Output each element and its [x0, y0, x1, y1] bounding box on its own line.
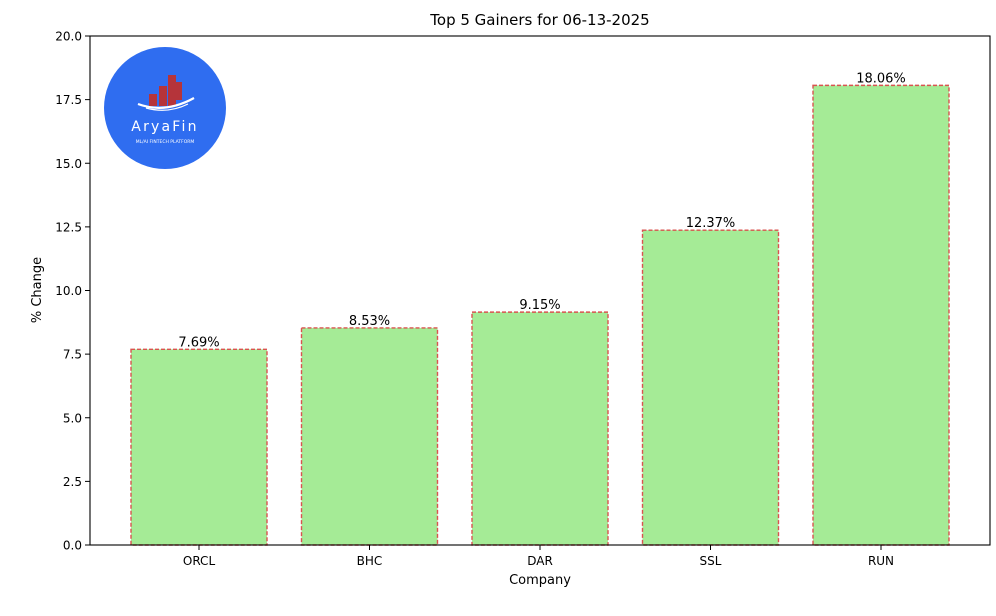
logo-bar-2 [168, 75, 176, 106]
chart-title: Top 5 Gainers for 06-13-2025 [429, 11, 649, 29]
aryafin-logo: AryaFin ML/AI FINTECH PLATFORM [104, 47, 226, 169]
x-tick-label-orcl: ORCL [183, 554, 216, 568]
y-tick-label-3: 7.5 [63, 348, 82, 362]
y-tick-label-1: 2.5 [63, 475, 82, 489]
y-tick-label-8: 20.0 [55, 30, 82, 44]
plot-area: 7.69% ORCL 8.53% BHC 9.15% DAR 12.37% SSL 18.06%… [55, 30, 991, 568]
logo-tagline: ML/AI FINTECH PLATFORM [136, 139, 195, 145]
y-tick-label-0: 0.0 [63, 539, 82, 553]
logo-bar-3 [176, 82, 182, 100]
x-tick-label-run: RUN [868, 554, 894, 568]
bar-dar [471, 311, 609, 546]
data-label-run: 18.06% [856, 71, 906, 86]
logo-bars-icon [149, 75, 182, 106]
data-label-dar: 9.15% [519, 298, 560, 313]
y-tick-label-4: 10.0 [55, 284, 82, 298]
y-tick-label-2: 5.0 [63, 411, 82, 425]
bar-orcl [130, 348, 268, 546]
bar-bhc [300, 327, 439, 546]
axes-frame [89, 35, 991, 546]
bar-ssl [641, 229, 780, 546]
y-tick-label-5: 12.5 [55, 220, 82, 234]
x-tick-label-ssl: SSL [700, 554, 722, 568]
logo-swoosh-inner [145, 103, 189, 111]
data-label-bhc: 8.53% [349, 314, 390, 329]
data-label-ssl: 12.37% [686, 216, 736, 231]
y-axis-label: % Change [30, 257, 45, 323]
logo-bar-1 [159, 86, 167, 106]
data-label-orcl: 7.69% [178, 335, 219, 350]
y-tick-label-6: 15.0 [55, 157, 82, 171]
y-tick-label-7: 17.5 [55, 93, 82, 107]
logo-name: AryaFin [131, 119, 198, 135]
x-tick-label-dar: DAR [527, 554, 553, 568]
logo-bar-0 [149, 94, 157, 106]
bar-run [812, 84, 950, 546]
x-axis-label: Company [509, 573, 571, 588]
logo-swoosh [137, 97, 195, 109]
x-tick-label-bhc: BHC [357, 554, 383, 568]
